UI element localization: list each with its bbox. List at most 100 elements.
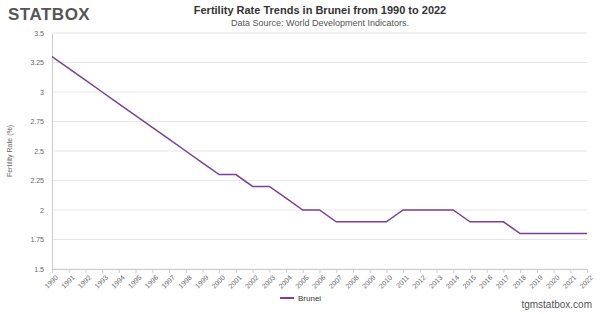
x-tick-mark: [169, 269, 170, 273]
x-tick-label: 2021: [561, 274, 577, 290]
x-tick-label: 2017: [495, 274, 511, 290]
x-tick-label: 1996: [143, 274, 159, 290]
x-tick-label: 2020: [545, 274, 561, 290]
chart: STATBOX tgmstatbox.com Fertility Rate Tren…: [0, 0, 600, 314]
x-tick: 1999: [194, 269, 210, 290]
plot-area: 1.51.7522.252.52.7533.253.51990199119921…: [30, 30, 594, 290]
x-tick: 1993: [93, 269, 109, 290]
x-tick-label: 2001: [227, 274, 243, 290]
x-tick-label: 1999: [194, 274, 210, 290]
y-tick-label: 3.25: [30, 59, 44, 66]
x-tick-label: 1991: [60, 274, 76, 290]
grid-line: [52, 33, 587, 34]
x-tick: 2007: [327, 269, 343, 290]
x-tick: 1991: [60, 269, 76, 290]
x-tick-label: 1994: [110, 274, 126, 290]
x-tick-mark: [420, 269, 421, 273]
x-tick-label: 2016: [478, 274, 494, 290]
x-tick-mark: [152, 269, 153, 273]
series-group: [52, 57, 587, 234]
x-tick: 1994: [110, 269, 126, 290]
x-tick: 2015: [461, 269, 477, 290]
x-tick-mark: [487, 269, 488, 273]
x-tick-mark: [219, 269, 220, 273]
x-tick-label: 2002: [244, 274, 260, 290]
footer: tgmstatbox.com: [521, 299, 592, 310]
y-axis: 1.5 1.75 2 2.25 2.5 2.75 3 3.25 3.5: [30, 30, 52, 273]
x-tick: 2011: [395, 269, 411, 289]
y-tick-label: 2: [40, 207, 44, 214]
y-tick: 2.75: [30, 118, 52, 125]
grid: [52, 33, 587, 269]
x-tick-mark: [503, 269, 504, 273]
grid-line: [52, 62, 587, 63]
y-tick: 2: [40, 207, 52, 214]
x-tick-mark: [554, 269, 555, 273]
x-tick-label: 2008: [344, 274, 360, 290]
x-tick-mark: [286, 269, 287, 273]
x-tick-label: 2019: [528, 274, 544, 290]
x-tick-label: 2013: [428, 274, 444, 290]
x-tick-mark: [186, 269, 187, 273]
y-tick: 2.25: [30, 177, 52, 184]
y-tick: 3: [40, 89, 52, 96]
y-axis-line: [52, 34, 53, 270]
x-tick-label: 2009: [361, 274, 377, 290]
x-tick-mark: [269, 269, 270, 273]
x-tick-mark: [320, 269, 321, 273]
y-tick: 1.75: [30, 236, 52, 243]
x-tick: 2012: [411, 269, 427, 290]
x-tick-mark: [470, 269, 471, 273]
x-tick-mark: [437, 269, 438, 273]
x-tick: 2018: [511, 269, 527, 290]
y-tick: 3.25: [30, 59, 52, 66]
grid-line: [52, 92, 587, 93]
x-tick: 1995: [127, 269, 143, 290]
y-tick: 1.5: [34, 266, 52, 273]
legend-item: Brunei: [280, 294, 321, 303]
y-axis-title: Fertility Rate (%): [6, 125, 14, 177]
x-tick-label: 1995: [127, 274, 143, 290]
y-tick-label: 3.5: [34, 30, 44, 37]
x-tick-mark: [587, 269, 588, 273]
x-tick: 2022: [578, 269, 594, 290]
x-tick-label: 2005: [294, 274, 310, 290]
x-tick-label: 2015: [461, 274, 477, 290]
x-tick: 2014: [444, 269, 460, 290]
x-tick-mark: [453, 269, 454, 273]
x-tick-mark: [119, 269, 120, 273]
x-tick: 2008: [344, 269, 360, 290]
x-tick-mark: [370, 269, 371, 273]
x-tick: 1990: [43, 269, 59, 290]
x-tick-label: 2003: [261, 274, 277, 290]
series-line: [52, 57, 587, 234]
title: Fertility Rate Trends in Brunei from 199…: [194, 4, 446, 16]
x-tick-label: 1990: [43, 274, 59, 290]
y-tick: 3.5: [34, 30, 52, 37]
x-tick: 2001: [227, 269, 243, 290]
x-tick-label: 2007: [327, 274, 343, 290]
x-tick-label: 1998: [177, 274, 193, 290]
x-tick-label: 2000: [210, 274, 226, 290]
logo: STATBOX: [8, 5, 90, 24]
y-tick-label: 2.25: [30, 177, 44, 184]
x-tick-label: 1993: [93, 274, 109, 290]
x-tick: 2010: [378, 269, 394, 290]
x-tick: 2020: [545, 269, 561, 290]
x-tick-label: 1997: [160, 274, 176, 290]
x-tick-label: 2018: [511, 274, 527, 290]
x-tick-mark: [570, 269, 571, 273]
x-tick: 2019: [528, 269, 544, 290]
legend: Brunei: [280, 294, 321, 303]
x-tick-label: 2014: [444, 274, 460, 290]
x-tick-mark: [85, 269, 86, 273]
grid-line: [52, 239, 587, 240]
x-tick: 2005: [294, 269, 310, 290]
x-tick: 2016: [478, 269, 494, 290]
x-tick: 2013: [428, 269, 444, 290]
x-tick: 2002: [244, 269, 260, 290]
x-tick-mark: [102, 269, 103, 273]
x-tick-label: 2006: [311, 274, 327, 290]
y-tick-label: 2.5: [34, 148, 44, 155]
x-tick-label: 2022: [578, 274, 594, 290]
